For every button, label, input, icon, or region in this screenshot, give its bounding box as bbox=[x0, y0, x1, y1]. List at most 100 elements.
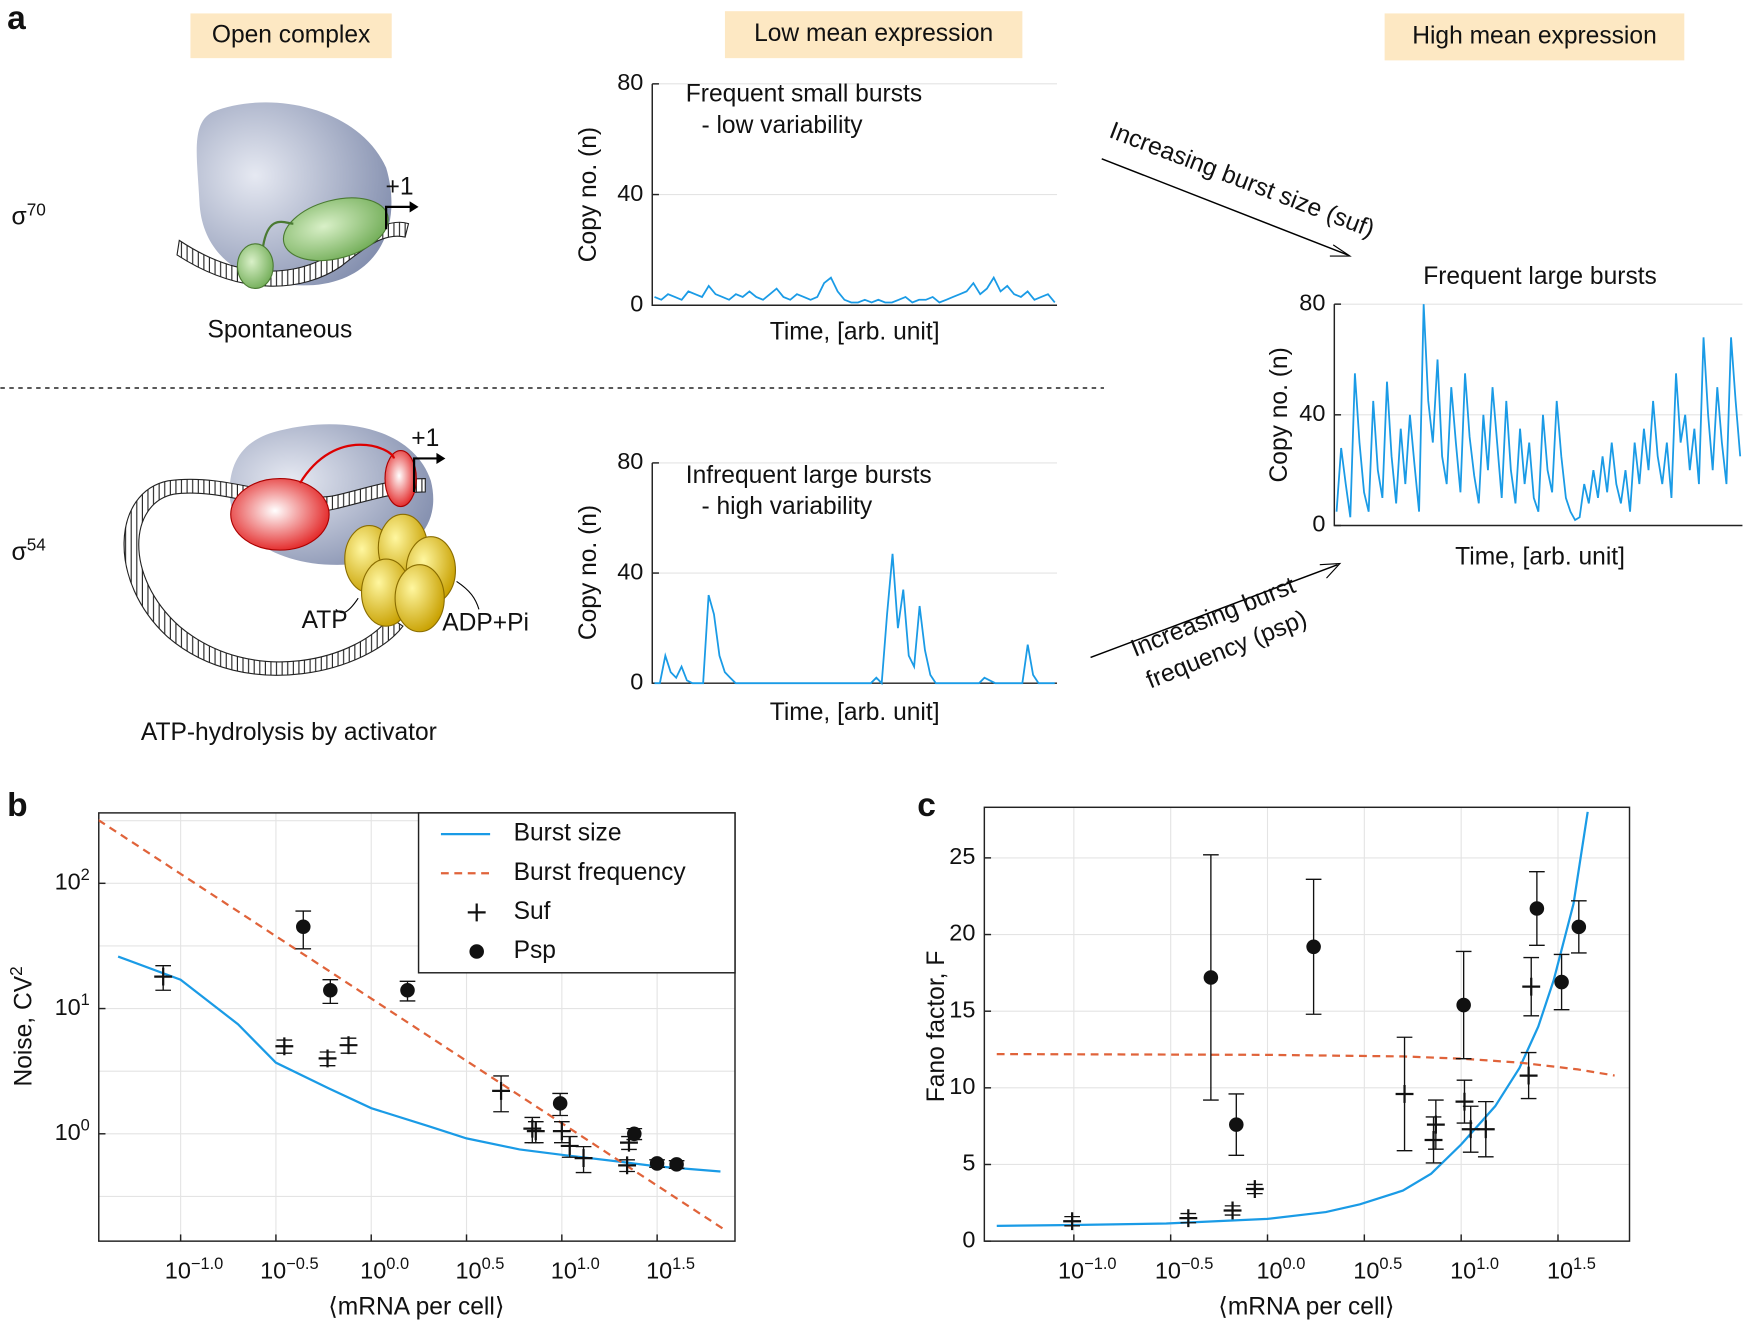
point bbox=[1461, 1120, 1480, 1139]
sigma-domain bbox=[282, 197, 389, 262]
legend-label: Psp bbox=[514, 937, 556, 964]
fit-line bbox=[996, 1052, 1615, 1077]
x-tick-label: 100.5 bbox=[455, 1255, 504, 1283]
x-tick-label: 100.0 bbox=[1256, 1255, 1305, 1283]
legend-swatch bbox=[469, 944, 484, 959]
y-axis-label: Copy no. (n) bbox=[575, 127, 602, 262]
point bbox=[1456, 997, 1471, 1013]
y-tick-label: 80 bbox=[1299, 289, 1325, 315]
point bbox=[1306, 939, 1321, 955]
y-tick-label: 100 bbox=[55, 1117, 90, 1145]
trace bbox=[654, 553, 1055, 686]
point bbox=[1223, 1201, 1242, 1220]
point bbox=[296, 919, 311, 935]
fit-line bbox=[98, 819, 726, 1232]
legend-label: Suf bbox=[514, 898, 551, 925]
legend-label: Burst frequency bbox=[514, 859, 687, 886]
tss-arrowhead bbox=[409, 201, 419, 213]
activator bbox=[344, 513, 457, 633]
point bbox=[492, 1081, 511, 1100]
chart: 0 5 10 15 20 25 10−1.0 10−0.5 100.0 100.5 101.0 101… bbox=[923, 806, 1631, 1321]
tss-label: +1 bbox=[386, 173, 414, 200]
point bbox=[1179, 1209, 1198, 1228]
y-tick-label: 40 bbox=[617, 180, 643, 206]
point bbox=[400, 982, 415, 998]
y-tick-label: 40 bbox=[1299, 400, 1325, 426]
y-tick-label: 20 bbox=[949, 920, 975, 946]
linker bbox=[262, 220, 294, 247]
x-tick-label: 101.0 bbox=[1450, 1255, 1499, 1283]
point bbox=[1245, 1180, 1264, 1198]
dna bbox=[123, 478, 426, 676]
point bbox=[627, 1126, 642, 1142]
point bbox=[323, 982, 338, 998]
point bbox=[1529, 901, 1545, 916]
x-tick-label: 10−1.0 bbox=[1058, 1255, 1117, 1283]
x-tick-label: 101.5 bbox=[646, 1255, 695, 1283]
y-axis-label: Copy no. (n) bbox=[575, 505, 602, 640]
plot-frame bbox=[98, 812, 736, 1242]
x-tick-label: 100.0 bbox=[360, 1255, 409, 1283]
x-tick-label: 10−0.5 bbox=[260, 1255, 319, 1283]
x-tick-label: 101.5 bbox=[1547, 1255, 1596, 1283]
x-tick-label: 10−0.5 bbox=[1155, 1255, 1214, 1283]
point bbox=[552, 1122, 571, 1141]
polymerase bbox=[196, 102, 392, 286]
dna bbox=[176, 221, 410, 287]
adp-label: ADP+Pi bbox=[442, 609, 529, 636]
y-tick-label: 25 bbox=[949, 843, 975, 869]
x-tick-label: 10−1.0 bbox=[165, 1255, 224, 1283]
arrowhead bbox=[1319, 562, 1342, 579]
header: Open complex bbox=[212, 21, 371, 48]
point bbox=[1476, 1120, 1495, 1139]
y-axis-label: Fano factor, F bbox=[923, 951, 950, 1103]
chart-title: Frequent large bursts bbox=[1423, 263, 1657, 290]
panel-label: b bbox=[7, 787, 27, 824]
y-tick-label: 0 bbox=[962, 1226, 975, 1252]
plot-frame bbox=[983, 806, 1631, 1242]
annotation: - low variability bbox=[701, 112, 863, 139]
sigma-domain bbox=[236, 243, 274, 290]
y-tick-label: 40 bbox=[617, 558, 643, 584]
point bbox=[1229, 1117, 1244, 1132]
point bbox=[1395, 1085, 1414, 1103]
x-tick-label: 100.5 bbox=[1353, 1255, 1402, 1283]
sigma-domain bbox=[230, 478, 330, 551]
point bbox=[1522, 977, 1541, 996]
x-axis-label: ⟨mRNA per cell⟩ bbox=[328, 1294, 504, 1321]
point bbox=[339, 1036, 358, 1055]
point bbox=[1426, 1115, 1445, 1134]
trace bbox=[654, 275, 1056, 304]
point bbox=[523, 1119, 542, 1138]
x-tick-label: 101.0 bbox=[551, 1255, 600, 1283]
annotation: Frequent small bursts bbox=[686, 81, 922, 108]
axes bbox=[651, 83, 1058, 306]
chart: 0 40 80 Time, [arb. unit] Copy no. (n) Freque… bbox=[575, 69, 1058, 346]
x-axis-label: Time, [arb. unit] bbox=[1455, 543, 1625, 570]
chart: 100 101 102 10−1.0 10−0.5 100.0 100.5 101.0 101.… bbox=[6, 812, 736, 1321]
annotation: Infrequent large bursts bbox=[686, 462, 932, 489]
point bbox=[1203, 970, 1219, 985]
tss-arrow bbox=[412, 457, 439, 492]
point bbox=[1424, 1131, 1443, 1149]
point bbox=[1571, 919, 1587, 935]
arrowhead bbox=[1329, 244, 1352, 257]
y-tick-label: 101 bbox=[55, 992, 90, 1020]
point bbox=[526, 1122, 545, 1141]
y-tick-label: 0 bbox=[630, 668, 643, 694]
panel-label: a bbox=[7, 0, 26, 37]
atp-arrow bbox=[335, 597, 359, 614]
y-tick-label: 102 bbox=[55, 866, 90, 894]
header-box bbox=[1384, 13, 1685, 61]
fit-line bbox=[996, 811, 1589, 1227]
sigma-domain bbox=[384, 450, 417, 508]
point bbox=[1063, 1212, 1082, 1231]
point bbox=[275, 1037, 294, 1056]
caption: ATP-hydrolysis by activator bbox=[141, 719, 437, 746]
panel-label: c bbox=[917, 787, 936, 824]
linker bbox=[299, 443, 396, 484]
y-tick-label: 10 bbox=[949, 1073, 975, 1099]
point bbox=[618, 1156, 637, 1175]
legend-swatch bbox=[467, 903, 486, 922]
